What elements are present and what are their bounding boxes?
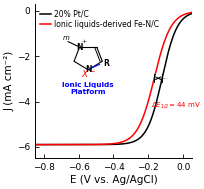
Text: Ionic Liquids
Platform: Ionic Liquids Platform [62, 82, 113, 95]
X-axis label: E (V vs. Ag/AgCl): E (V vs. Ag/AgCl) [69, 175, 156, 185]
Ionic liquids-derived Fe-N/C [126, 139, 128, 141]
20% Pt/C [138, 137, 140, 139]
Text: +: + [81, 39, 86, 44]
20% Pt/C [74, 143, 76, 146]
Ionic liquids-derived Fe-N/C [104, 143, 107, 145]
Line: Ionic liquids-derived Fe-N/C: Ionic liquids-derived Fe-N/C [35, 12, 191, 145]
20% Pt/C [61, 143, 64, 146]
20% Pt/C [104, 143, 107, 146]
Text: $\Delta E_{1/2}$= 44 mV: $\Delta E_{1/2}$= 44 mV [150, 100, 200, 111]
Ionic liquids-derived Fe-N/C [34, 143, 36, 146]
Ionic liquids-derived Fe-N/C [151, 82, 154, 84]
20% Pt/C [151, 113, 154, 115]
Line: 20% Pt/C: 20% Pt/C [35, 14, 191, 145]
Text: N: N [76, 43, 82, 52]
Text: m: m [63, 35, 70, 40]
20% Pt/C [34, 143, 36, 146]
Legend: 20% Pt/C, Ionic liquids-derived Fe-N/C: 20% Pt/C, Ionic liquids-derived Fe-N/C [39, 8, 160, 31]
Ionic liquids-derived Fe-N/C [138, 124, 140, 126]
Ionic liquids-derived Fe-N/C [61, 143, 64, 146]
Ionic liquids-derived Fe-N/C [190, 11, 192, 14]
Y-axis label: J (mA cm⁻²): J (mA cm⁻²) [4, 51, 14, 111]
Text: $X^-$: $X^-$ [80, 68, 95, 79]
Text: R: R [102, 59, 108, 68]
Ionic liquids-derived Fe-N/C [74, 143, 76, 146]
20% Pt/C [190, 12, 192, 15]
20% Pt/C [126, 142, 128, 144]
Text: N: N [84, 65, 91, 74]
